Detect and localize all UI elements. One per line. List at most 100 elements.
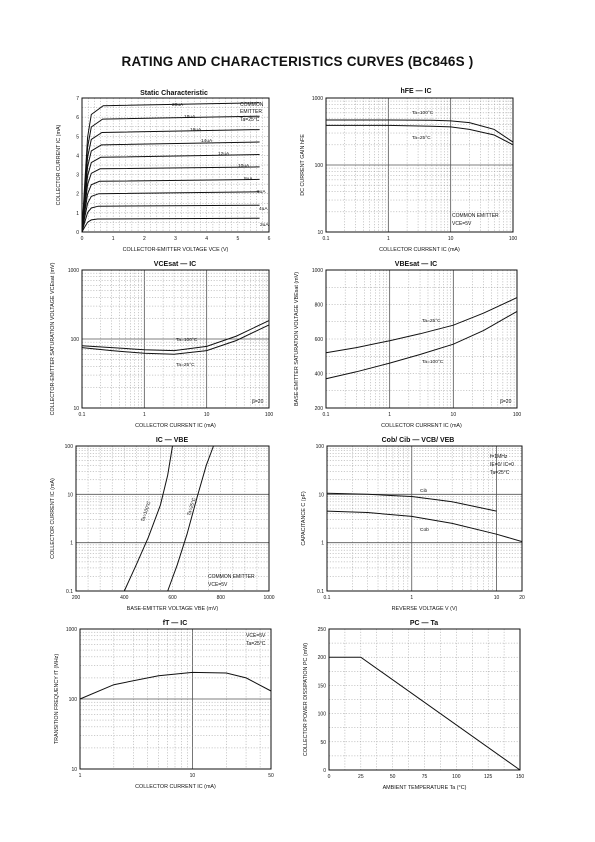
x-tick-label: 6 [268,236,271,242]
plot-frame [328,628,521,771]
y-axis-label: TRANSITION FREQUENCY fT (MHz) [54,654,60,744]
annotation: IE=0/ IC=0 [490,462,514,468]
y-tick-label: 50 [320,740,326,746]
plot-frame [326,445,523,592]
series-label: 14uA [201,138,213,144]
y-axis-label: CAPACITANCE C (pF) [301,491,307,546]
series-line [325,297,518,354]
series-line [326,124,514,146]
y-tick-label: 400 [315,372,324,378]
plot-frame [81,97,270,233]
series-label: 12uA [218,151,230,157]
x-axis-label: COLLECTOR-EMITTER VOLTAGE VCE (V) [123,247,229,253]
x-tick-label: 1 [112,236,115,242]
series-label: Ta=100°C [176,337,198,343]
x-tick-label: 1 [79,773,82,779]
x-tick-label: 1 [388,412,391,418]
annotation: f=1MHz [490,454,508,460]
y-tick-label: 10 [73,406,79,412]
y-tick-label: 1000 [312,96,323,102]
y-tick-label: 200 [315,406,324,412]
plot-frame [325,97,514,233]
grid [75,445,270,592]
chart-title: VCEsat — IC [154,261,196,268]
y-tick-label: 0.1 [317,589,324,595]
series-line [326,492,497,512]
series-line [123,445,173,592]
chart-title: hFE — IC [400,88,431,95]
series-line [81,204,260,233]
grid [325,97,514,233]
chart-title: fT — IC [163,620,188,627]
x-tick-label: 0.1 [323,412,330,418]
x-tick-label: 150 [516,774,525,780]
chart-c2: 0.1 1 10 100 10 100 1000 COLLECTOR CURRENT IC (… [300,88,517,253]
x-axis-label: COLLECTOR CURRENT IC (mA) [379,247,460,253]
series-label: Cob [420,527,429,533]
series-line [326,119,514,143]
y-tick-label: 3 [76,173,79,179]
annotation: COMMON EMITTER [208,574,255,580]
x-tick-label: 4 [205,236,208,242]
y-tick-label: 100 [65,444,74,450]
series-line [81,178,260,233]
y-tick-label: 800 [315,303,324,309]
x-tick-label: 25 [358,774,364,780]
x-tick-label: 800 [217,595,226,601]
chart-title: Static Characteristic [140,90,208,97]
y-tick-label: 6 [76,115,79,121]
x-tick-label: 75 [422,774,428,780]
series-label: Ta=25°C [412,135,431,141]
x-tick-label: 0.1 [324,595,331,601]
y-axis-label: COLLECTOR CURRENT IC (mA) [56,124,62,205]
y-tick-label: 1000 [68,268,79,274]
grid [328,628,521,771]
chart-c1: 0 1 2 3 4 5 6 0 1 2 3 4 5 6 7 COLLECTOR-EMITTER VOLTAGE… [56,90,271,253]
x-tick-label: 2 [143,236,146,242]
y-tick-label: 0 [323,768,326,774]
series-label: 10uA [238,163,250,169]
y-axis-label: COLLECTOR CURRENT IC (mA) [50,478,56,559]
series-label: 8uA [244,176,253,182]
x-tick-label: 10 [451,412,457,418]
series-label: Cib [420,488,428,494]
x-tick-label: 10 [494,595,500,601]
series-label: 20uA [172,102,184,108]
x-tick-label: 600 [168,595,177,601]
series-line [325,310,518,380]
x-axis-label: COLLECTOR CURRENT IC (mA) [381,423,462,429]
annotation: EMITTER [240,109,262,115]
series-label: Ta=100°C [412,110,434,116]
series-label: 18uA [184,114,196,120]
series-line [81,115,260,233]
annotation: VCE=5V [452,221,472,227]
y-tick-label: 1000 [312,268,323,274]
y-tick-label: 1 [76,211,79,217]
x-tick-label: 0 [328,774,331,780]
chart-c6: 0.1 1 10 20 0.1 1 10 100 REVERSE VOLTAGE V (V) CA… [301,437,525,612]
y-tick-label: 100 [318,712,327,718]
y-tick-label: 7 [76,96,79,102]
plot-frame [81,269,270,409]
chart-c5: 200 400 600 800 1000 0.1 1 10 100 BASE-EMITTER VO… [50,437,275,612]
series-label: Ta=25°C [176,362,195,368]
grid [79,628,272,770]
y-tick-label: 200 [318,655,327,661]
y-tick-label: 10 [317,230,323,236]
x-tick-label: 100 [513,412,522,418]
annotation: VCE=5V [208,582,228,588]
series-line [329,656,521,771]
x-tick-label: 200 [72,595,81,601]
series-line [81,320,270,352]
x-tick-label: 1000 [263,595,274,601]
series-line [81,166,260,233]
series-line [79,671,272,700]
series-label: 4uA [259,206,268,212]
y-tick-label: 1 [321,541,324,547]
series-line [81,324,270,355]
y-tick-label: 100 [71,337,80,343]
annotation: COMMON EMITTER [452,213,499,219]
y-tick-label: 1000 [66,627,77,633]
chart-c4: 0.1 1 10 100 200 400 600 800 1000 COLLECTOR CURRE… [294,261,521,429]
